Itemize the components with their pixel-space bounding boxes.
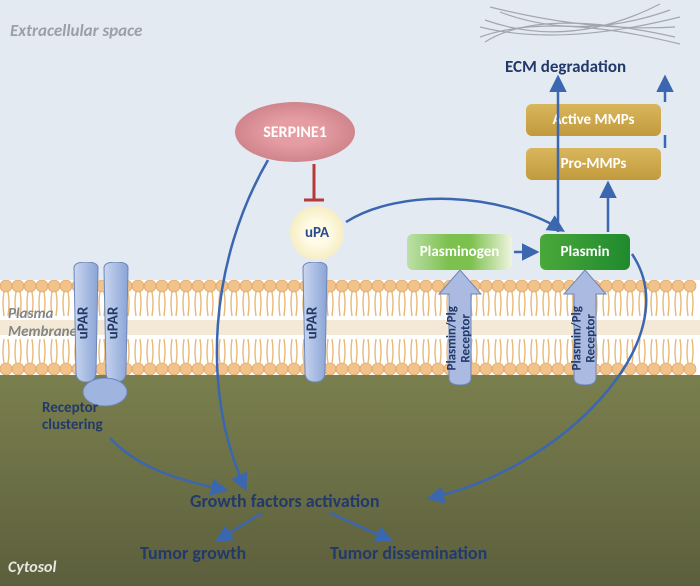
- plg-receptor-2: Plasmin/PlgReceptor: [562, 270, 608, 385]
- serpine1-node: SERPINE1: [235, 102, 355, 162]
- growth-factors-label: Growth factors activation: [190, 490, 380, 512]
- active-mmps-node: Active MMPs: [526, 104, 661, 136]
- tumor-growth-label: Tumor growth: [140, 542, 246, 564]
- upar-receptor-right: uPAR: [102, 262, 130, 392]
- receptor-clustering-label: Receptorclustering: [42, 400, 103, 433]
- pro-mmps-node: Pro-MMPs: [526, 148, 661, 180]
- ecm-degradation-label: ECM degradation: [505, 56, 626, 77]
- upa-node: uPA: [290, 206, 344, 260]
- cytosol-label: Cytosol: [8, 558, 56, 577]
- plasma-membrane-label: PlasmaMembrane: [8, 305, 77, 341]
- extracellular-label: Extracellular space: [10, 20, 142, 41]
- tumor-dissemination-label: Tumor dissemination: [330, 542, 487, 564]
- upar-receptor-left: uPAR: [72, 262, 100, 392]
- plasmin-node: Plasmin: [540, 234, 630, 270]
- plasminogen-node: Plasminogen: [407, 234, 512, 270]
- plg-receptor-1: Plasmin/PlgReceptor: [437, 270, 483, 385]
- upar-receptor-single: uPAR: [301, 262, 329, 392]
